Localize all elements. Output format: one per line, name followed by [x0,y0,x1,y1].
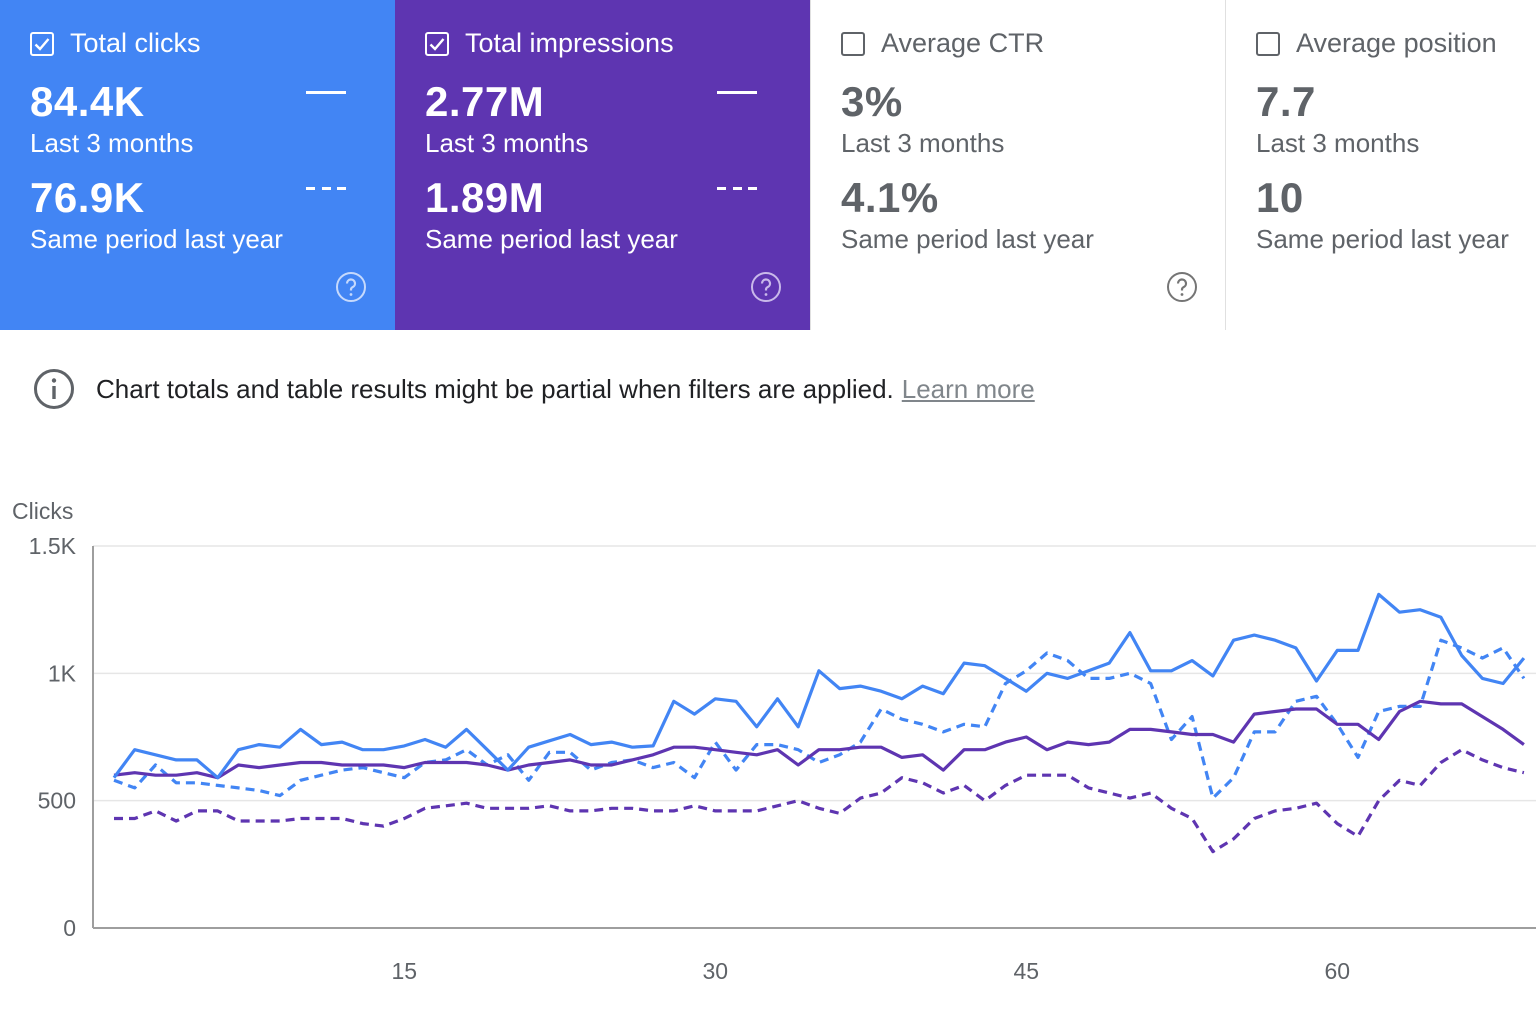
y-tick-label: 1.5K [29,533,77,559]
metric-header[interactable]: Average position [1256,28,1497,59]
metric-prev-period: Same period last year [425,224,678,254]
y-axis-label: Clicks [12,498,73,524]
metric-label: Average position [1296,28,1497,58]
metric-value: 2.77M [425,78,545,125]
metric-period: Last 3 months [425,128,589,158]
metric-label: Total clicks [70,28,201,58]
series-line-2 [113,699,1525,780]
metric-card-average-position[interactable]: Average position 7.7 Last 3 months 10 Sa… [1225,0,1536,330]
metric-header[interactable]: Average CTR [841,28,1044,59]
metric-card-total-impressions[interactable]: Total impressions 2.77M Last 3 months 1.… [395,0,810,330]
dashed-line-legend-icon [717,187,757,190]
help-icon[interactable] [335,271,367,303]
metric-card-average-ctr[interactable]: Average CTR 3% Last 3 months 4.1% Same p… [810,0,1225,330]
chart-series [112,592,1526,854]
partial-results-notice: Chart totals and table results might be … [33,368,1035,410]
solid-line-legend-icon [306,91,346,94]
metric-value: 7.7 [1256,78,1316,125]
solid-line-legend-icon [717,91,757,94]
metric-prev-period: Same period last year [841,224,1094,254]
x-tick-label: 15 [391,958,417,984]
x-tick-label: 60 [1324,958,1350,984]
metric-period: Last 3 months [1256,128,1420,158]
help-icon[interactable] [1166,271,1198,303]
y-tick-label: 1K [48,660,77,686]
info-icon [34,369,74,409]
y-tick-label: 500 [38,788,76,814]
x-tick-label: 45 [1013,958,1039,984]
metric-header[interactable]: Total clicks [30,28,201,59]
x-axis-ticks: 15 30 45 60 [391,958,1350,984]
dashed-line-legend-icon [306,187,346,190]
help-icon[interactable] [750,271,782,303]
metric-prev-value: 76.9K [30,174,145,221]
checkbox-checked-icon[interactable] [30,31,54,56]
metric-prev-value: 1.89M [425,174,545,221]
series-line-0 [112,592,1526,780]
notice-text: Chart totals and table results might be … [96,373,894,404]
metric-label: Total impressions [465,28,674,58]
chart-gridlines [92,545,1536,929]
y-tick-label: 0 [63,915,76,941]
checkbox-checked-icon[interactable] [425,31,449,56]
clicks-line-chart: Clicks 0 500 1K 1.5K 15 30 45 60 [12,498,1536,984]
metric-prev-period: Same period last year [30,224,283,254]
metric-period: Last 3 months [30,128,194,158]
metric-period: Last 3 months [841,128,1005,158]
x-tick-label: 30 [702,958,728,984]
checkbox-unchecked-icon[interactable] [841,31,865,56]
y-axis-ticks: 0 500 1K 1.5K [29,533,77,941]
learn-more-link[interactable]: Learn more [901,373,1035,404]
metric-prev-value: 4.1% [841,174,939,221]
metric-card-total-clicks[interactable]: Total clicks 84.4K Last 3 months 76.9K S… [0,0,395,330]
metric-value: 3% [841,78,903,125]
metric-prev-value: 10 [1256,174,1304,221]
metric-value: 84.4K [30,78,145,125]
metric-label: Average CTR [881,28,1045,58]
series-line-3 [114,748,1525,854]
metric-header[interactable]: Total impressions [425,28,674,59]
metric-prev-period: Same period last year [1256,224,1509,254]
series-line-1 [113,638,1526,800]
checkbox-unchecked-icon[interactable] [1256,31,1280,56]
metric-cards: Total clicks 84.4K Last 3 months 76.9K S… [0,0,1536,330]
